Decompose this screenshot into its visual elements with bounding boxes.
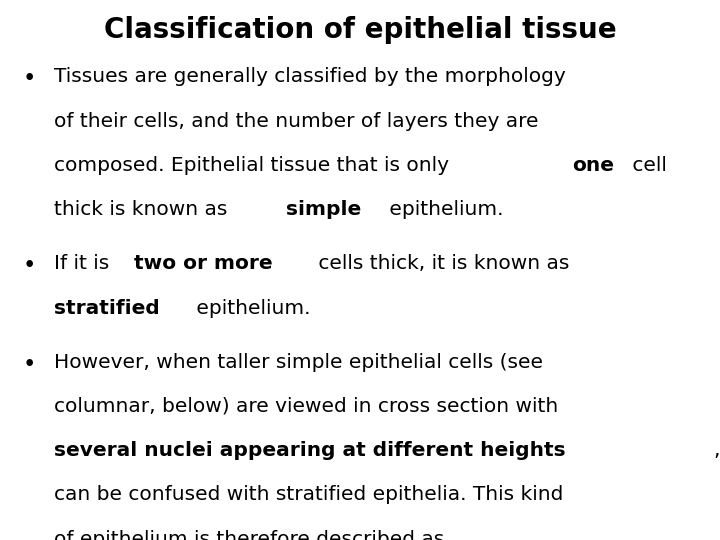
Text: Tissues are generally classified by the morphology: Tissues are generally classified by the …: [54, 68, 566, 86]
Text: If it is: If it is: [54, 254, 116, 273]
Text: composed. Epithelial tissue that is only: composed. Epithelial tissue that is only: [54, 156, 455, 175]
Text: epithelium.: epithelium.: [383, 200, 503, 219]
Text: two or more: two or more: [133, 254, 272, 273]
Text: thick is known as: thick is known as: [54, 200, 234, 219]
Text: cells thick, it is known as: cells thick, it is known as: [312, 254, 570, 273]
Text: •: •: [23, 68, 37, 91]
Text: columnar, below) are viewed in cross section with: columnar, below) are viewed in cross sec…: [54, 397, 558, 416]
Text: epithelium.: epithelium.: [191, 299, 311, 318]
Text: Classification of epithelial tissue: Classification of epithelial tissue: [104, 16, 616, 44]
Text: can be confused with stratified epithelia. This kind: can be confused with stratified epitheli…: [54, 485, 563, 504]
Text: •: •: [23, 254, 37, 278]
Text: cell: cell: [626, 156, 667, 175]
Text: several nuclei appearing at different heights: several nuclei appearing at different he…: [54, 441, 566, 460]
Text: of epithelium is therefore described as: of epithelium is therefore described as: [54, 530, 444, 540]
Text: stratified: stratified: [54, 299, 160, 318]
Text: However, when taller simple epithelial cells (see: However, when taller simple epithelial c…: [54, 353, 543, 372]
Text: , they: , they: [714, 441, 720, 460]
Text: of their cells, and the number of layers they are: of their cells, and the number of layers…: [54, 112, 539, 131]
Text: one: one: [572, 156, 614, 175]
Text: simple: simple: [286, 200, 361, 219]
Text: •: •: [23, 353, 37, 376]
